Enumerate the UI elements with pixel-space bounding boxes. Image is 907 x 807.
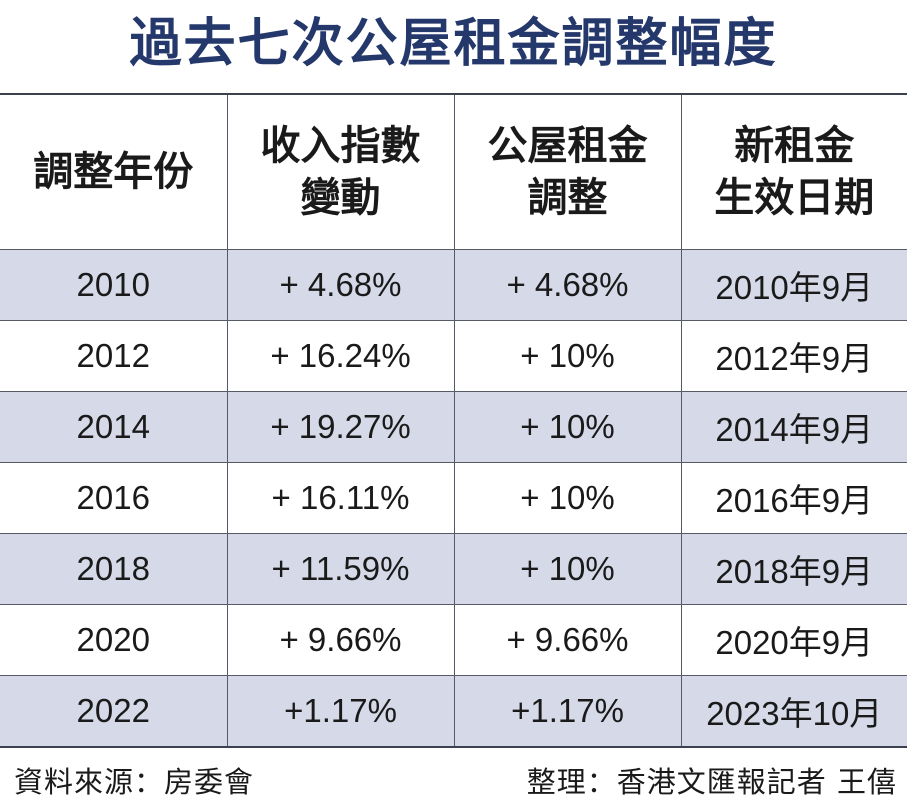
- cell-effective-date: 2014年9月: [680, 391, 907, 463]
- cell-effective-date: 2012年9月: [680, 320, 907, 392]
- cell-income-index-change: + 16.24%: [226, 320, 455, 392]
- cell-rent-adjustment: + 10%: [453, 391, 682, 463]
- column-header-line: 收入指數: [260, 123, 421, 169]
- header-effective-date: 新租金 生效日期: [680, 93, 907, 250]
- cell-rent-adjustment: + 10%: [453, 320, 682, 392]
- table-row: 2012 + 16.24% + 10% 2012年9月: [0, 320, 907, 392]
- table-row: 2018 + 11.59% + 10% 2018年9月: [0, 533, 907, 605]
- cell-income-index-change: + 4.68%: [226, 249, 455, 321]
- cell-effective-date: 2016年9月: [680, 462, 907, 534]
- column-header-line: 生效日期: [714, 175, 875, 221]
- cell-income-index-change: + 19.27%: [226, 391, 455, 463]
- page-title: 過去七次公屋租金調整幅度: [129, 13, 778, 74]
- credit-note: 整理：香港文匯報記者 王僖: [526, 765, 897, 799]
- rent-adjustment-table: 調整年份 收入指數 變動 公屋租金 調整 新租金 生效日期 2010 + 4.68% + 4.6…: [0, 93, 907, 748]
- cell-rent-adjustment: + 4.68%: [453, 249, 682, 321]
- column-header-line: 公屋租金: [487, 123, 648, 169]
- table-row: 2022 +1.17% +1.17% 2023年10月: [0, 675, 907, 748]
- cell-income-index-change: + 11.59%: [226, 533, 455, 605]
- table-row: 2014 + 19.27% + 10% 2014年9月: [0, 391, 907, 463]
- cell-year: 2012: [0, 320, 228, 392]
- cell-effective-date: 2023年10月: [680, 675, 907, 748]
- column-header-line: 調整: [527, 175, 608, 221]
- cell-year: 2014: [0, 391, 228, 463]
- cell-year: 2020: [0, 604, 228, 676]
- cell-income-index-change: + 9.66%: [226, 604, 455, 676]
- cell-effective-date: 2010年9月: [680, 249, 907, 321]
- source-note: 資料來源：房委會: [14, 765, 255, 799]
- table-row: 2016 + 16.11% + 10% 2016年9月: [0, 462, 907, 534]
- header-rent-adjustment: 公屋租金 調整: [453, 93, 682, 250]
- cell-year: 2010: [0, 249, 228, 321]
- table-row: 2010 + 4.68% + 4.68% 2010年9月: [0, 249, 907, 321]
- cell-income-index-change: +1.17%: [226, 675, 455, 748]
- table-row: 2020 + 9.66% + 9.66% 2020年9月: [0, 604, 907, 676]
- cell-rent-adjustment: + 10%: [453, 533, 682, 605]
- cell-effective-date: 2020年9月: [680, 604, 907, 676]
- header-row: 調整年份 收入指數 變動 公屋租金 調整 新租金 生效日期: [0, 93, 907, 250]
- column-header-line: 調整年份: [33, 149, 194, 195]
- cell-year: 2016: [0, 462, 228, 534]
- column-header-line: 新租金: [734, 123, 855, 169]
- table-header: 調整年份 收入指數 變動 公屋租金 調整 新租金 生效日期: [0, 93, 907, 250]
- cell-income-index-change: + 16.11%: [226, 462, 455, 534]
- cell-rent-adjustment: +1.17%: [453, 675, 682, 748]
- cell-rent-adjustment: + 9.66%: [453, 604, 682, 676]
- header-income-index-change: 收入指數 變動: [226, 93, 455, 250]
- column-header-line: 變動: [300, 175, 381, 221]
- header-year: 調整年份: [0, 93, 228, 250]
- cell-year: 2018: [0, 533, 228, 605]
- table-body: 2010 + 4.68% + 4.68% 2010年9月 2012 + 16.24% + 1…: [0, 249, 907, 748]
- cell-year: 2022: [0, 675, 228, 748]
- cell-effective-date: 2018年9月: [680, 533, 907, 605]
- cell-rent-adjustment: + 10%: [453, 462, 682, 534]
